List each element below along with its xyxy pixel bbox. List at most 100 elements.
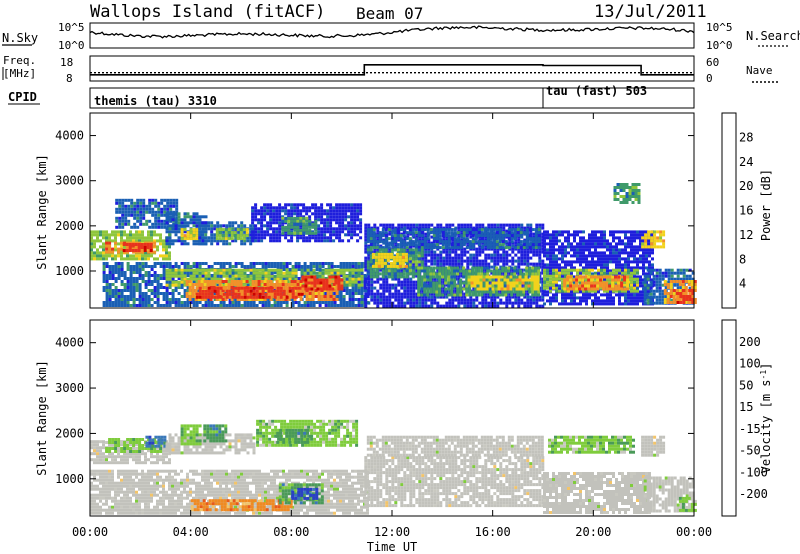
heatmap-cell: [303, 304, 307, 307]
heatmap-cell: [270, 274, 274, 278]
heatmap-cell: [480, 246, 484, 250]
heatmap-cell: [305, 222, 309, 226]
heatmap-cell: [272, 209, 276, 213]
heatmap-cell: [293, 283, 297, 286]
heatmap-cell: [445, 301, 449, 305]
heatmap-cell: [366, 251, 370, 255]
heatmap-cell: [448, 301, 452, 305]
heatmap-cell: [463, 301, 467, 305]
heatmap-cell: [408, 266, 412, 270]
heatmap-cell: [369, 251, 373, 255]
heatmap-cell: [171, 298, 175, 301]
heatmap-cell: [108, 271, 112, 274]
heatmap-cell: [121, 201, 125, 205]
heatmap-cell: [200, 283, 204, 286]
heatmap-cell: [388, 295, 392, 299]
heatmap-cell: [130, 210, 134, 214]
heatmap-cell: [326, 236, 330, 240]
heatmap-cell: [281, 216, 285, 220]
heatmap-cell: [234, 304, 238, 307]
heatmap-cell: [444, 243, 448, 247]
heatmap-cell: [359, 206, 363, 210]
heatmap-cell: [369, 228, 373, 232]
heatmap-cell: [486, 231, 490, 235]
heatmap-cell: [366, 228, 370, 232]
heatmap-cell: [219, 239, 223, 243]
heatmap-cell: [462, 243, 466, 247]
heatmap-cell: [367, 277, 371, 281]
heatmap-cell: [409, 289, 413, 293]
heatmap-cell: [153, 257, 156, 261]
heatmap-cell: [496, 250, 500, 254]
heatmap-cell: [314, 219, 318, 223]
heatmap-cell: [219, 262, 223, 265]
heatmap-cell: [399, 228, 403, 232]
heatmap-cell: [337, 281, 341, 285]
heatmap-cell: [391, 295, 395, 299]
heatmap-cell: [93, 242, 96, 246]
heatmap-cell: [405, 272, 409, 276]
heatmap-cell: [213, 289, 217, 293]
heatmap-cell: [344, 206, 348, 210]
heatmap-cell: [132, 295, 136, 298]
heatmap-cell: [168, 277, 172, 281]
heatmap-cell: [537, 237, 541, 241]
heatmap-cell: [469, 259, 473, 263]
heatmap-cell: [136, 204, 140, 208]
heatmap-cell: [307, 278, 311, 282]
heatmap-cell: [317, 215, 321, 219]
heatmap-cell: [129, 286, 133, 289]
heatmap-cell: [151, 201, 155, 205]
heatmap-cell: [279, 301, 283, 304]
heatmap-cell: [448, 256, 452, 260]
heatmap-cell: [201, 271, 205, 275]
heatmap-cell: [505, 229, 509, 233]
heatmap-cell: [397, 277, 401, 281]
heatmap-cell: [218, 298, 222, 301]
heatmap-cell: [411, 240, 415, 244]
heatmap-cell: [195, 268, 199, 272]
heatmap-cell: [108, 244, 112, 248]
heatmap-cell: [267, 298, 271, 301]
heatmap-cell: [168, 257, 171, 261]
heatmap-cell: [257, 280, 261, 283]
heatmap-cell: [174, 271, 178, 275]
heatmap-cell: [484, 247, 488, 251]
heatmap-cell: [445, 223, 449, 227]
heatmap-cell: [323, 295, 327, 298]
heatmap-cell: [342, 274, 346, 278]
heatmap-cell: [239, 280, 243, 283]
heatmap-cell: [174, 230, 178, 234]
heatmap-cell: [372, 228, 376, 232]
heatmap-cell: [215, 234, 219, 238]
heatmap-cell: [188, 283, 192, 286]
heatmap-cell: [198, 274, 202, 278]
heatmap-cell: [273, 277, 277, 281]
heatmap-cell: [400, 298, 404, 302]
heatmap-cell: [342, 268, 346, 272]
heatmap-cell: [474, 231, 478, 235]
heatmap-cell: [312, 271, 316, 275]
heatmap-cell: [290, 206, 294, 210]
heatmap-cell: [255, 277, 259, 281]
heatmap-cell: [409, 277, 413, 281]
heatmap-cell: [133, 222, 137, 226]
heatmap-cell: [517, 301, 521, 305]
heatmap-cell: [385, 301, 389, 305]
heatmap-cell: [162, 304, 166, 307]
heatmap-cell: [493, 250, 497, 254]
heatmap-cell: [342, 301, 346, 304]
heatmap-cell: [469, 295, 473, 299]
heatmap-cell: [186, 224, 190, 228]
heatmap-cell: [465, 237, 469, 241]
heatmap-cell: [189, 234, 193, 238]
heatmap-cell: [308, 206, 312, 210]
heatmap-cell: [534, 240, 538, 244]
heatmap-cell: [517, 304, 521, 308]
heatmap-cell: [385, 304, 389, 308]
heatmap-cell: [118, 210, 122, 214]
heatmap-cell: [141, 268, 145, 271]
heatmap-cell: [424, 304, 428, 308]
heatmap-cell: [508, 292, 512, 296]
heatmap-cell: [436, 256, 440, 260]
